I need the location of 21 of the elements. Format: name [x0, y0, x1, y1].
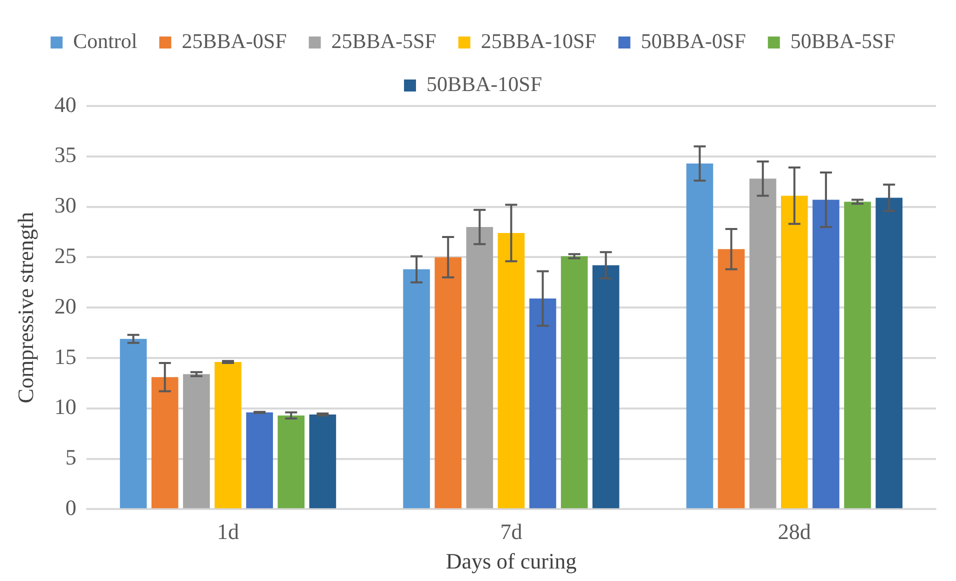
legend-label: 50BBA-5SF — [790, 29, 896, 54]
y-tick-label: 10 — [54, 394, 76, 420]
y-tick-label: 15 — [54, 344, 76, 369]
x-tick-label: 28d — [778, 519, 811, 544]
legend-label: 25BBA-0SF — [182, 29, 287, 54]
y-tick-label: 35 — [54, 142, 76, 168]
legend-label: 25BBA-5SF — [331, 29, 436, 54]
y-tick-label: 30 — [54, 192, 76, 218]
legend-label: 50BBA-10SF — [426, 72, 542, 96]
y-tick-label: 0 — [65, 494, 76, 520]
y-tick-label: 5 — [65, 444, 76, 470]
y-tick-label: 25 — [54, 242, 76, 268]
legend-label: 50BBA-0SF — [640, 29, 746, 54]
y-tick-label: 20 — [54, 293, 76, 318]
y-axis-title: Compressive strength — [12, 212, 38, 404]
x-tick-label: 7d — [500, 519, 522, 544]
legend-label: 25BBA-10SF — [480, 29, 596, 54]
legend-label: Control — [73, 29, 138, 54]
x-axis-title: Days of curing — [446, 548, 577, 574]
y-tick-label: 40 — [54, 92, 76, 117]
x-tick-label: 1d — [217, 519, 239, 544]
